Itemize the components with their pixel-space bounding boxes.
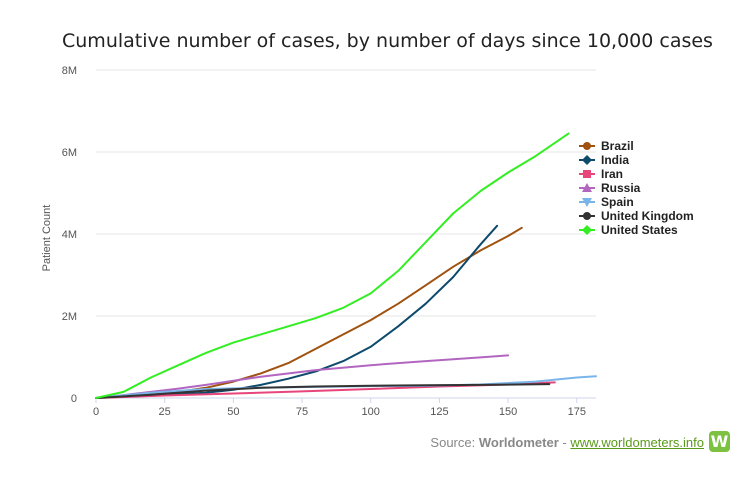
legend-item-brazil[interactable]: Brazil <box>579 139 634 153</box>
source-link[interactable]: www.worldometers.info <box>570 435 704 450</box>
y-tick-label: 8M <box>62 65 77 77</box>
y-tick-label: 2M <box>62 311 77 323</box>
legend-item-spain[interactable]: Spain <box>579 195 634 209</box>
legend-circle-marker-icon <box>583 142 591 150</box>
source-name: Worldometer <box>478 435 559 450</box>
x-tick-label: 0 <box>93 406 99 418</box>
y-tick-label: 4M <box>62 229 77 241</box>
legend-label: Russia <box>601 181 641 195</box>
grid-lines <box>96 69 596 399</box>
x-tick-label: 50 <box>227 406 239 418</box>
x-tick-label: 100 <box>362 406 380 418</box>
x-tick-label: 125 <box>430 406 448 418</box>
legend-diamond-marker-icon <box>582 155 592 165</box>
legend-item-united-states[interactable]: United States <box>579 223 678 237</box>
x-axis-ticks: 0 25 50 75 100 125 150 175 <box>93 398 586 418</box>
legend-label: Brazil <box>601 139 634 153</box>
legend-circle-marker-icon <box>583 212 591 220</box>
source-prefix: Source: <box>430 435 479 450</box>
legend-label: Spain <box>601 195 634 209</box>
x-tick-label: 150 <box>499 406 517 418</box>
legend-square-marker-icon <box>583 170 591 178</box>
legend-item-russia[interactable]: Russia <box>579 181 641 195</box>
legend-diamond-marker-icon <box>582 225 592 235</box>
series-lines <box>95 132 597 399</box>
legend-label: Iran <box>601 167 623 181</box>
x-tick-label: 175 <box>568 406 586 418</box>
series-line-united-states <box>95 132 570 399</box>
y-tick-label: 6M <box>62 147 77 159</box>
source-separator: - <box>558 435 571 450</box>
worldometer-logo-icon: W <box>709 431 730 452</box>
legend-item-india[interactable]: India <box>579 153 629 167</box>
legend-label: United Kingdom <box>601 209 694 223</box>
legend-label: United States <box>601 223 678 237</box>
source-credit: Source: Worldometer - www.worldometers.i… <box>430 435 704 450</box>
legend-item-united-kingdom[interactable]: United Kingdom <box>579 209 694 223</box>
series-line-india <box>95 224 499 399</box>
legend-item-iran[interactable]: Iran <box>579 167 623 181</box>
legend-label: India <box>601 153 629 167</box>
legend-triangle-marker-icon <box>582 183 592 192</box>
y-axis-ticks: 0 2M 4M 6M 8M <box>62 65 77 405</box>
chart-title: Cumulative number of cases, by number of… <box>62 30 713 52</box>
legend-triangle-down-marker-icon <box>582 198 592 207</box>
x-tick-label: 75 <box>296 406 308 418</box>
y-axis-label: Patient Count <box>41 205 53 272</box>
series-line-united-kingdom <box>95 383 551 399</box>
y-tick-label: 0 <box>71 393 77 405</box>
x-tick-label: 25 <box>159 406 171 418</box>
